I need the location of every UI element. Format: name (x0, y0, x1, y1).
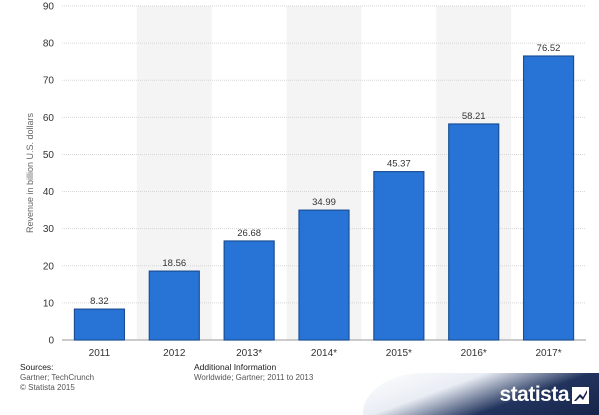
y-axis-ticks: 0 10 20 30 40 50 60 70 80 90 (43, 2, 55, 347)
x-tick-label: 2011 (89, 348, 111, 359)
data-label: 8.32 (90, 296, 109, 307)
sources-line: Gartner; TechCrunch (20, 372, 95, 382)
y-tick-label: 20 (43, 261, 55, 272)
y-tick-label: 60 (43, 113, 55, 124)
x-tick-label: 2012 (163, 348, 186, 359)
statista-wordmark: statista (499, 383, 569, 406)
data-label: 34.99 (312, 197, 336, 208)
y-tick-label: 0 (48, 336, 54, 347)
x-tick-label: 2013* (236, 348, 262, 359)
statista-brand-banner[interactable]: statista (363, 373, 599, 415)
y-tick-label: 90 (43, 2, 55, 13)
bar (223, 240, 275, 341)
x-tick-label: 2014* (311, 348, 337, 359)
statista-logo-icon (572, 387, 589, 404)
bars (73, 55, 575, 341)
sources-heading: Sources: (20, 362, 54, 372)
additional-information-block: Additional Information Worldwide; Gartne… (194, 362, 313, 383)
data-label: 45.37 (387, 159, 411, 170)
x-axis-ticks: 2011 2012 2013* 2014* 2015* 2016* 2017* (89, 348, 562, 359)
additional-information-heading: Additional Information (194, 362, 277, 372)
sources-block: Sources: Gartner; TechCrunch © Statista … (20, 362, 94, 394)
x-tick-label: 2017* (536, 348, 562, 359)
bar (73, 308, 126, 341)
bar (148, 270, 200, 341)
copyright-line: © Statista 2015 (20, 383, 75, 392)
x-tick-label: 2015* (386, 348, 412, 359)
bar (522, 55, 575, 341)
bar (298, 209, 350, 341)
data-label: 18.56 (162, 258, 186, 269)
y-tick-label: 40 (43, 187, 55, 198)
bar (373, 171, 425, 341)
additional-information-line: Worldwide; Gartner; 2011 to 2013 (194, 372, 314, 382)
bar-chart: 0 10 20 30 40 50 60 70 80 90 8.32 18.56 26.68 34.99 4… (25, 2, 586, 359)
y-tick-label: 30 (43, 224, 55, 235)
data-label: 76.52 (537, 43, 561, 54)
x-tick-label: 2016* (461, 348, 487, 359)
y-tick-label: 70 (43, 76, 55, 87)
data-labels: 8.32 18.56 26.68 34.99 45.37 58.21 76.52 (90, 43, 560, 307)
data-label: 58.21 (462, 111, 486, 122)
data-label: 26.68 (237, 228, 261, 239)
y-tick-label: 80 (43, 39, 55, 50)
y-tick-label: 10 (43, 298, 55, 309)
y-tick-label: 50 (43, 150, 55, 161)
bar (448, 123, 500, 341)
y-axis-label: Revenue in billion U.S. dollars (25, 112, 35, 233)
